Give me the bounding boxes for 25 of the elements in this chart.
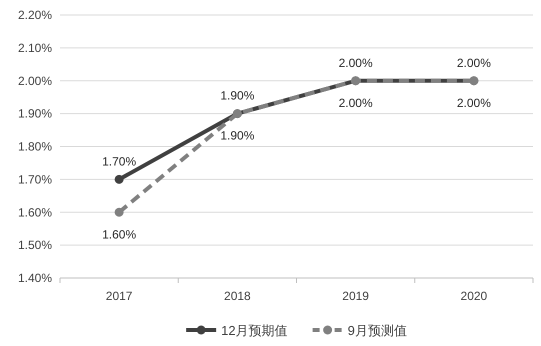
data-label: 1.60% [102, 227, 136, 242]
y-tick-label: 2.10% [18, 40, 52, 55]
legend-label: 9月预测值 [348, 323, 407, 338]
y-tick-label: 1.70% [18, 172, 52, 186]
x-tick-label: 2018 [224, 289, 252, 303]
data-label: 2.00% [456, 96, 492, 110]
data-label: 2.00% [456, 56, 492, 70]
data-label: 1.90% [220, 128, 255, 143]
x-tick-label: 2019 [342, 289, 370, 303]
y-tick-label: 2.20% [18, 8, 52, 22]
y-tick-label: 1.40% [18, 271, 52, 285]
y-tick-label: 1.80% [18, 140, 52, 154]
point [114, 208, 124, 217]
data-label: 1.90% [220, 88, 255, 103]
data-label: 2.00% [338, 96, 373, 110]
y-tick-label: 2.00% [18, 74, 52, 88]
y-tick-label: 1.90% [18, 106, 52, 121]
y-tick-label: 1.60% [18, 205, 52, 220]
legend-label: 12月预期值 [221, 323, 288, 338]
x-tick-label: 2017 [106, 289, 133, 303]
data-label: 2.00% [338, 56, 373, 70]
data-label: 1.70% [102, 154, 136, 168]
y-tick-label: 1.50% [18, 238, 52, 252]
x-tick-label: 2020 [460, 289, 488, 303]
point [114, 174, 124, 184]
